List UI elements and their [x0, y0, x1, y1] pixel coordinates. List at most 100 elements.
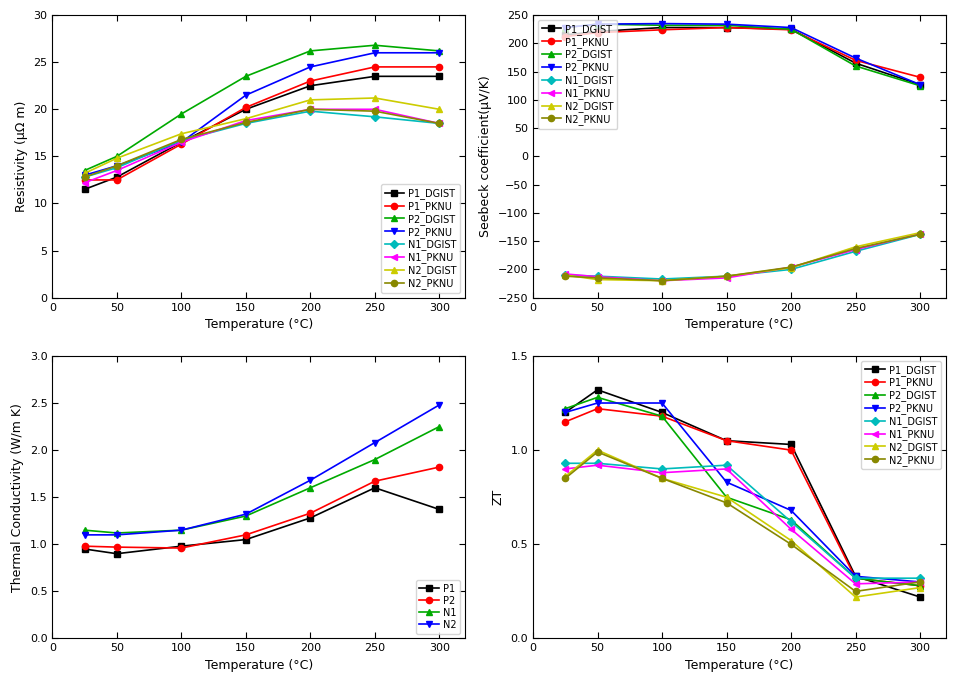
- N2_DGIST: [786, 264, 797, 272]
- N2_PKNU: [850, 587, 861, 596]
- N2: [175, 526, 187, 534]
- P1_PKNU: [786, 26, 797, 34]
- Line: P2: P2: [81, 464, 442, 551]
- P1_PKNU: [434, 63, 445, 71]
- P2_DGIST: [914, 582, 925, 590]
- P1: [78, 545, 90, 553]
- P2_DGIST: [304, 47, 316, 55]
- N2_DGIST: [657, 277, 668, 285]
- P1_PKNU: [786, 446, 797, 454]
- N1_PKNU: [434, 120, 445, 128]
- N1_DGIST: [786, 518, 797, 526]
- N2_PKNU: [721, 499, 732, 507]
- N1_PKNU: [304, 105, 316, 113]
- P2: [434, 463, 445, 471]
- Line: P1: P1: [81, 485, 442, 557]
- P2_DGIST: [591, 393, 603, 402]
- P1_DGIST: [560, 408, 571, 417]
- P2_PKNU: [560, 23, 571, 31]
- N2: [434, 401, 445, 409]
- Line: N1: N1: [81, 423, 442, 536]
- P1_DGIST: [786, 441, 797, 449]
- Legend: P1_DGIST, P1_PKNU, P2_DGIST, P2_PKNU, N1_DGIST, N1_PKNU, N2_DGIST, N2_PKNU: P1_DGIST, P1_PKNU, P2_DGIST, P2_PKNU, N1…: [381, 184, 460, 293]
- P2_PKNU: [657, 399, 668, 407]
- N1_PKNU: [111, 167, 122, 175]
- Line: N2_PKNU: N2_PKNU: [81, 106, 442, 180]
- P2_DGIST: [175, 110, 187, 118]
- N1: [434, 423, 445, 431]
- N2_PKNU: [786, 540, 797, 548]
- P1_PKNU: [591, 404, 603, 413]
- Line: P1_PKNU: P1_PKNU: [562, 406, 924, 589]
- P2: [78, 542, 90, 550]
- N2_DGIST: [850, 593, 861, 601]
- P1_DGIST: [721, 436, 732, 445]
- P1_PKNU: [850, 574, 861, 583]
- N1_DGIST: [560, 271, 571, 279]
- P1: [175, 542, 187, 550]
- P2: [111, 543, 122, 551]
- P2_DGIST: [786, 25, 797, 33]
- N2: [304, 476, 316, 484]
- P1_PKNU: [560, 418, 571, 426]
- Line: N1_PKNU: N1_PKNU: [562, 462, 924, 587]
- P2: [175, 544, 187, 552]
- N1: [240, 512, 252, 520]
- N1_PKNU: [914, 229, 925, 238]
- N2_DGIST: [369, 94, 381, 102]
- P2_DGIST: [914, 82, 925, 90]
- P2_PKNU: [786, 506, 797, 514]
- Line: N1_DGIST: N1_DGIST: [81, 108, 442, 180]
- N2: [240, 510, 252, 518]
- Y-axis label: ZT: ZT: [492, 489, 505, 505]
- N2_PKNU: [111, 162, 122, 170]
- P2_DGIST: [850, 574, 861, 583]
- P2_PKNU: [304, 63, 316, 71]
- N2_DGIST: [591, 446, 603, 454]
- P2_DGIST: [560, 404, 571, 413]
- N1_DGIST: [914, 574, 925, 583]
- P2_DGIST: [560, 23, 571, 31]
- P2_PKNU: [560, 408, 571, 417]
- P2: [304, 509, 316, 517]
- N2_PKNU: [560, 272, 571, 280]
- N1_PKNU: [850, 580, 861, 588]
- N2_DGIST: [560, 473, 571, 481]
- Line: N2: N2: [81, 402, 442, 538]
- N2_PKNU: [560, 474, 571, 482]
- P1_PKNU: [657, 26, 668, 34]
- P1_PKNU: [240, 103, 252, 111]
- N2_PKNU: [914, 578, 925, 586]
- Line: N1_DGIST: N1_DGIST: [562, 232, 924, 282]
- P1: [304, 514, 316, 522]
- N1_DGIST: [657, 465, 668, 473]
- N1_PKNU: [240, 117, 252, 125]
- P1_PKNU: [111, 176, 122, 184]
- Line: P2_PKNU: P2_PKNU: [81, 50, 442, 178]
- N1_PKNU: [657, 469, 668, 477]
- N1: [175, 526, 187, 534]
- N2_DGIST: [175, 130, 187, 138]
- N1_DGIST: [560, 459, 571, 467]
- N1_DGIST: [657, 275, 668, 283]
- P1_PKNU: [78, 176, 90, 184]
- P1_PKNU: [369, 63, 381, 71]
- P1_PKNU: [721, 436, 732, 445]
- N1_PKNU: [786, 263, 797, 271]
- P1_DGIST: [560, 31, 571, 39]
- N2_DGIST: [78, 169, 90, 178]
- P2_PKNU: [111, 162, 122, 170]
- N2_PKNU: [369, 107, 381, 115]
- P1_DGIST: [914, 593, 925, 601]
- P1_PKNU: [304, 77, 316, 85]
- P1_DGIST: [369, 72, 381, 81]
- N1: [369, 456, 381, 464]
- Y-axis label: Thermal Conductivity (W/m K): Thermal Conductivity (W/m K): [11, 403, 24, 591]
- P1_DGIST: [434, 72, 445, 81]
- P2: [240, 531, 252, 539]
- N1_DGIST: [786, 265, 797, 273]
- X-axis label: Temperature (°C): Temperature (°C): [205, 659, 313, 672]
- P2_PKNU: [657, 20, 668, 28]
- N1_PKNU: [560, 270, 571, 278]
- P1: [434, 505, 445, 514]
